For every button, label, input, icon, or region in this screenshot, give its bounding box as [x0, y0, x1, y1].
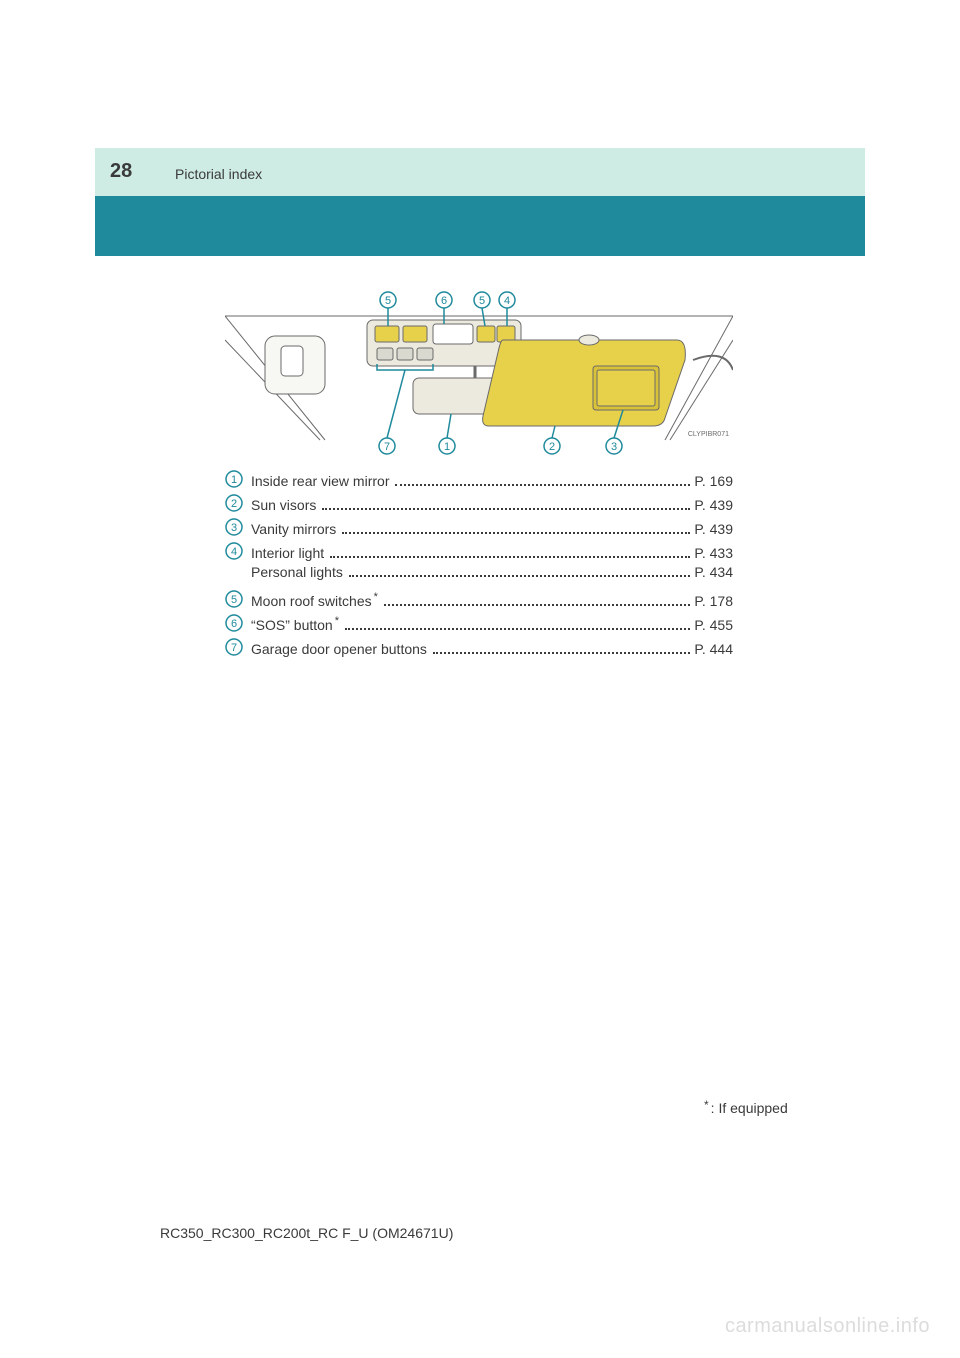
leader-dots [330, 548, 690, 558]
svg-text:2: 2 [549, 441, 555, 453]
callout-number-icon: 4 [225, 542, 243, 560]
index-row: 4 Interior light P. 433 [225, 540, 733, 564]
index-page-ref: P. 433 [694, 545, 733, 561]
section-title: Pictorial index [175, 166, 262, 182]
callout-number-icon: 5 [225, 590, 243, 608]
index-page-ref: P. 434 [694, 564, 733, 580]
page-container: 28 Pictorial index [0, 0, 960, 1358]
svg-text:3: 3 [231, 522, 237, 534]
index-page-ref: P. 444 [694, 641, 733, 657]
index-label-text: Moon roof switches [251, 593, 372, 609]
illustration-svg: 5 6 5 4 7 1 2 3 CLYPIBR071 [225, 290, 733, 460]
index-label: Sun visors [251, 497, 316, 513]
leader-dots [349, 567, 691, 577]
index-label: Inside rear view mirror [251, 473, 389, 489]
index-list: 1 Inside rear view mirror P. 169 2 Sun v… [225, 468, 733, 660]
svg-text:1: 1 [231, 474, 237, 486]
watermark: carmanualsonline.info [725, 1315, 930, 1338]
svg-text:5: 5 [479, 295, 485, 307]
index-page-ref: P. 169 [694, 473, 733, 489]
callouts-bottom: 7 1 2 3 [379, 438, 622, 454]
svg-text:2: 2 [231, 498, 237, 510]
svg-text:3: 3 [611, 441, 617, 453]
leader-dots [395, 476, 690, 486]
index-row: 3 Vanity mirrors P. 439 [225, 516, 733, 540]
footnote-symbol: * [704, 1098, 709, 1112]
index-row: 5 Moon roof switches* P. 178 [225, 588, 733, 612]
leader-dots [345, 620, 690, 630]
callouts-top: 5 6 5 4 [380, 292, 515, 308]
leader-dots [322, 500, 690, 510]
footnote-text: : If equipped [711, 1100, 788, 1116]
callout-number-icon: 7 [225, 638, 243, 656]
page-number: 28 [110, 160, 132, 183]
callout-number-icon: 3 [225, 518, 243, 536]
svg-text:4: 4 [504, 295, 510, 307]
index-page-ref: P. 178 [694, 593, 733, 609]
leader-dots [384, 596, 690, 606]
index-label: Interior light [251, 545, 324, 561]
svg-text:7: 7 [384, 441, 390, 453]
index-row: 2 Sun visors P. 439 [225, 492, 733, 516]
svg-text:4: 4 [231, 546, 237, 558]
index-row: 1 Inside rear view mirror P. 169 [225, 468, 733, 492]
callout-number-icon: 2 [225, 494, 243, 512]
svg-text:1: 1 [444, 441, 450, 453]
overhead-console-illustration: 5 6 5 4 7 1 2 3 CLYPIBR071 [225, 290, 733, 460]
index-subrow: Personal lights P. 434 [225, 564, 733, 588]
section-color-bar [95, 196, 865, 256]
leader-dots [342, 524, 690, 534]
index-sublabel: Personal lights [251, 564, 343, 580]
index-row: 6 “SOS” button* P. 455 [225, 612, 733, 636]
footnote-marker: * [335, 615, 339, 627]
index-label: “SOS” button* [251, 617, 339, 633]
index-page-ref: P. 439 [694, 497, 733, 513]
leader-dots [433, 644, 690, 654]
svg-text:5: 5 [231, 594, 237, 606]
svg-text:5: 5 [385, 295, 391, 307]
svg-text:CLYPIBR071: CLYPIBR071 [688, 431, 729, 438]
index-label: Moon roof switches* [251, 593, 378, 609]
index-row: 7 Garage door opener buttons P. 444 [225, 636, 733, 660]
document-code: RC350_RC300_RC200t_RC F_U (OM24671U) [160, 1225, 453, 1241]
index-page-ref: P. 439 [694, 521, 733, 537]
index-label-text: “SOS” button [251, 617, 333, 633]
svg-text:7: 7 [231, 642, 237, 654]
svg-text:6: 6 [441, 295, 447, 307]
index-page-ref: P. 455 [694, 617, 733, 633]
index-label: Vanity mirrors [251, 521, 336, 537]
footnote-marker: * [374, 591, 378, 603]
callout-number-icon: 6 [225, 614, 243, 632]
callout-number-icon: 1 [225, 470, 243, 488]
svg-text:6: 6 [231, 618, 237, 630]
index-label: Garage door opener buttons [251, 641, 427, 657]
footnote: *: If equipped [704, 1100, 788, 1116]
